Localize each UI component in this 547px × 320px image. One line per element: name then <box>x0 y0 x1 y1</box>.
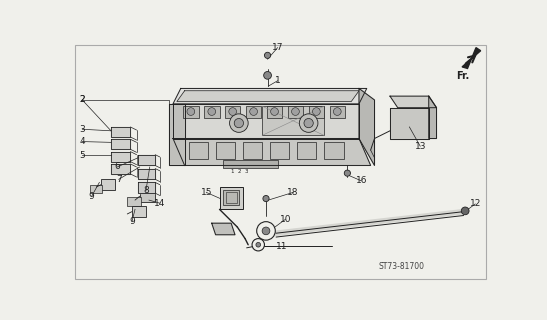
Bar <box>223 190 239 205</box>
Bar <box>219 187 243 209</box>
Text: 6: 6 <box>114 163 120 172</box>
Circle shape <box>271 108 278 116</box>
Circle shape <box>461 207 469 215</box>
Bar <box>139 191 155 202</box>
Bar <box>270 142 289 159</box>
Polygon shape <box>138 182 155 193</box>
Bar <box>226 192 236 203</box>
Circle shape <box>264 71 271 79</box>
Polygon shape <box>111 164 130 174</box>
Bar <box>225 106 241 118</box>
Circle shape <box>187 108 195 116</box>
Polygon shape <box>173 139 371 165</box>
Text: ST73-81700: ST73-81700 <box>379 262 424 271</box>
Text: 1  2  3: 1 2 3 <box>231 169 249 174</box>
Circle shape <box>234 118 243 128</box>
Bar <box>246 106 261 118</box>
Circle shape <box>252 239 264 251</box>
Polygon shape <box>177 91 359 101</box>
Bar <box>90 185 102 193</box>
Circle shape <box>299 114 318 132</box>
Circle shape <box>304 118 313 128</box>
Text: 8: 8 <box>143 186 149 195</box>
Text: 5: 5 <box>79 151 85 160</box>
Circle shape <box>257 222 275 240</box>
Polygon shape <box>173 104 359 139</box>
Polygon shape <box>429 96 437 139</box>
Polygon shape <box>111 152 130 162</box>
Bar <box>127 197 141 206</box>
Text: 18: 18 <box>287 188 299 197</box>
Text: 10: 10 <box>280 215 291 224</box>
Bar <box>414 110 421 121</box>
Circle shape <box>263 196 269 202</box>
Polygon shape <box>138 155 155 165</box>
Text: Fr.: Fr. <box>456 71 469 81</box>
Bar <box>216 142 235 159</box>
Polygon shape <box>138 169 155 179</box>
Circle shape <box>208 108 216 116</box>
Polygon shape <box>169 104 185 165</box>
Circle shape <box>230 114 248 132</box>
Text: 9: 9 <box>89 192 95 201</box>
Polygon shape <box>111 139 130 149</box>
Bar <box>405 110 412 121</box>
Text: 12: 12 <box>469 199 481 208</box>
Text: 14: 14 <box>154 199 166 208</box>
Text: 7: 7 <box>116 175 121 184</box>
Polygon shape <box>390 96 437 108</box>
Bar <box>288 106 303 118</box>
Text: 3: 3 <box>79 125 85 134</box>
Circle shape <box>229 108 236 116</box>
Bar <box>329 106 345 118</box>
Text: 9: 9 <box>129 217 135 226</box>
Bar <box>101 179 115 190</box>
Text: 1: 1 <box>275 76 281 85</box>
Text: 2: 2 <box>79 95 85 105</box>
Text: 4: 4 <box>79 137 85 146</box>
Bar <box>309 106 324 118</box>
Text: 16: 16 <box>356 176 367 185</box>
Text: 11: 11 <box>276 242 287 251</box>
Polygon shape <box>390 108 429 139</box>
Text: 13: 13 <box>415 142 426 151</box>
Bar <box>262 106 324 135</box>
Bar <box>204 106 219 118</box>
Circle shape <box>250 108 258 116</box>
Circle shape <box>312 108 320 116</box>
Circle shape <box>264 52 271 59</box>
Polygon shape <box>462 48 481 68</box>
Circle shape <box>292 108 299 116</box>
Polygon shape <box>173 88 366 104</box>
Circle shape <box>262 227 270 235</box>
Bar <box>395 110 403 121</box>
Text: 15: 15 <box>201 188 212 197</box>
Bar <box>183 106 199 118</box>
Bar <box>189 142 208 159</box>
Bar <box>223 160 278 168</box>
Bar <box>267 106 282 118</box>
Circle shape <box>334 108 341 116</box>
Bar <box>324 142 344 159</box>
Circle shape <box>344 170 351 176</box>
Bar <box>132 206 146 217</box>
Polygon shape <box>359 88 375 165</box>
Text: 2: 2 <box>79 95 85 105</box>
Bar <box>243 142 262 159</box>
Bar <box>297 142 316 159</box>
Text: 17: 17 <box>272 43 283 52</box>
Polygon shape <box>111 127 130 137</box>
Circle shape <box>256 243 260 247</box>
Bar <box>423 110 430 121</box>
Polygon shape <box>212 223 235 235</box>
